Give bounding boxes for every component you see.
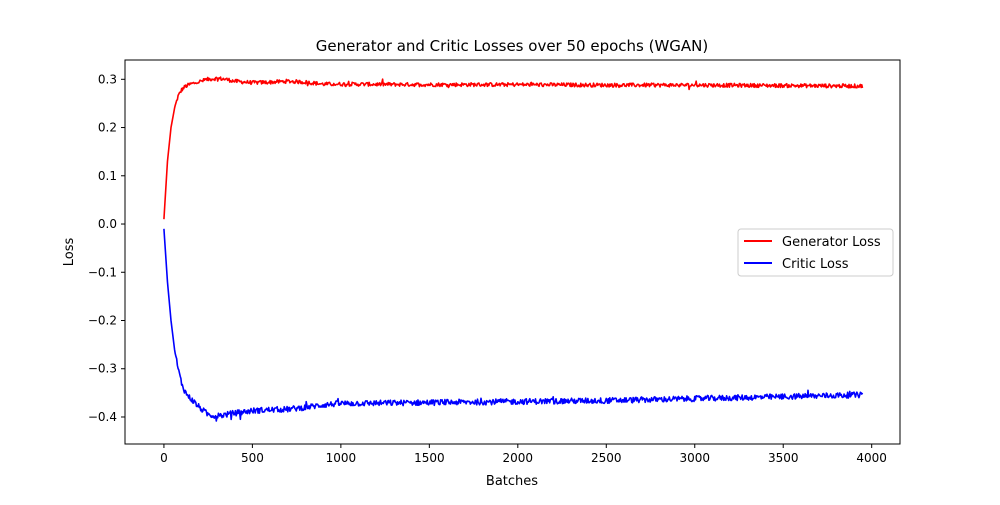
y-tick-label: 0.3 bbox=[98, 72, 117, 86]
y-tick-label: −0.1 bbox=[88, 265, 117, 279]
x-tick-label: 1000 bbox=[326, 451, 357, 465]
x-axis: 0 500 1000 1500 2000 2500 3000 3500 4000 bbox=[160, 444, 887, 465]
y-tick-label: 0.2 bbox=[98, 121, 117, 135]
x-tick-label: 2500 bbox=[591, 451, 622, 465]
legend-label-critic: Critic Loss bbox=[782, 257, 849, 272]
y-tick-label: 0.0 bbox=[98, 217, 117, 231]
y-tick-label: 0.1 bbox=[98, 169, 117, 183]
y-tick-label: −0.3 bbox=[88, 362, 117, 376]
x-tick-label: 500 bbox=[241, 451, 264, 465]
legend-label-generator: Generator Loss bbox=[782, 235, 881, 250]
x-tick-label: 4000 bbox=[856, 451, 887, 465]
x-axis-label: Batches bbox=[486, 474, 538, 489]
chart-title: Generator and Critic Losses over 50 epoc… bbox=[316, 37, 709, 55]
critic-loss-line bbox=[163, 228, 864, 422]
y-tick-label: −0.2 bbox=[88, 314, 117, 328]
generator-loss-line bbox=[163, 76, 864, 220]
legend: Generator Loss Critic Loss bbox=[737, 228, 894, 277]
legend-box bbox=[737, 228, 894, 277]
x-tick-label: 1500 bbox=[414, 451, 445, 465]
x-tick-label: 3500 bbox=[768, 451, 799, 465]
x-tick-label: 2000 bbox=[503, 451, 534, 465]
y-axis-label: Loss bbox=[62, 238, 77, 267]
y-tick-label: −0.4 bbox=[88, 410, 117, 424]
x-tick-label: 0 bbox=[160, 451, 168, 465]
y-axis: 0.3 0.2 0.1 0.0 −0.1 −0.2 −0.3 −0.4 bbox=[88, 72, 125, 424]
plot-frame bbox=[124, 59, 901, 445]
x-tick-label: 3000 bbox=[679, 451, 710, 465]
series-layer bbox=[163, 76, 864, 422]
